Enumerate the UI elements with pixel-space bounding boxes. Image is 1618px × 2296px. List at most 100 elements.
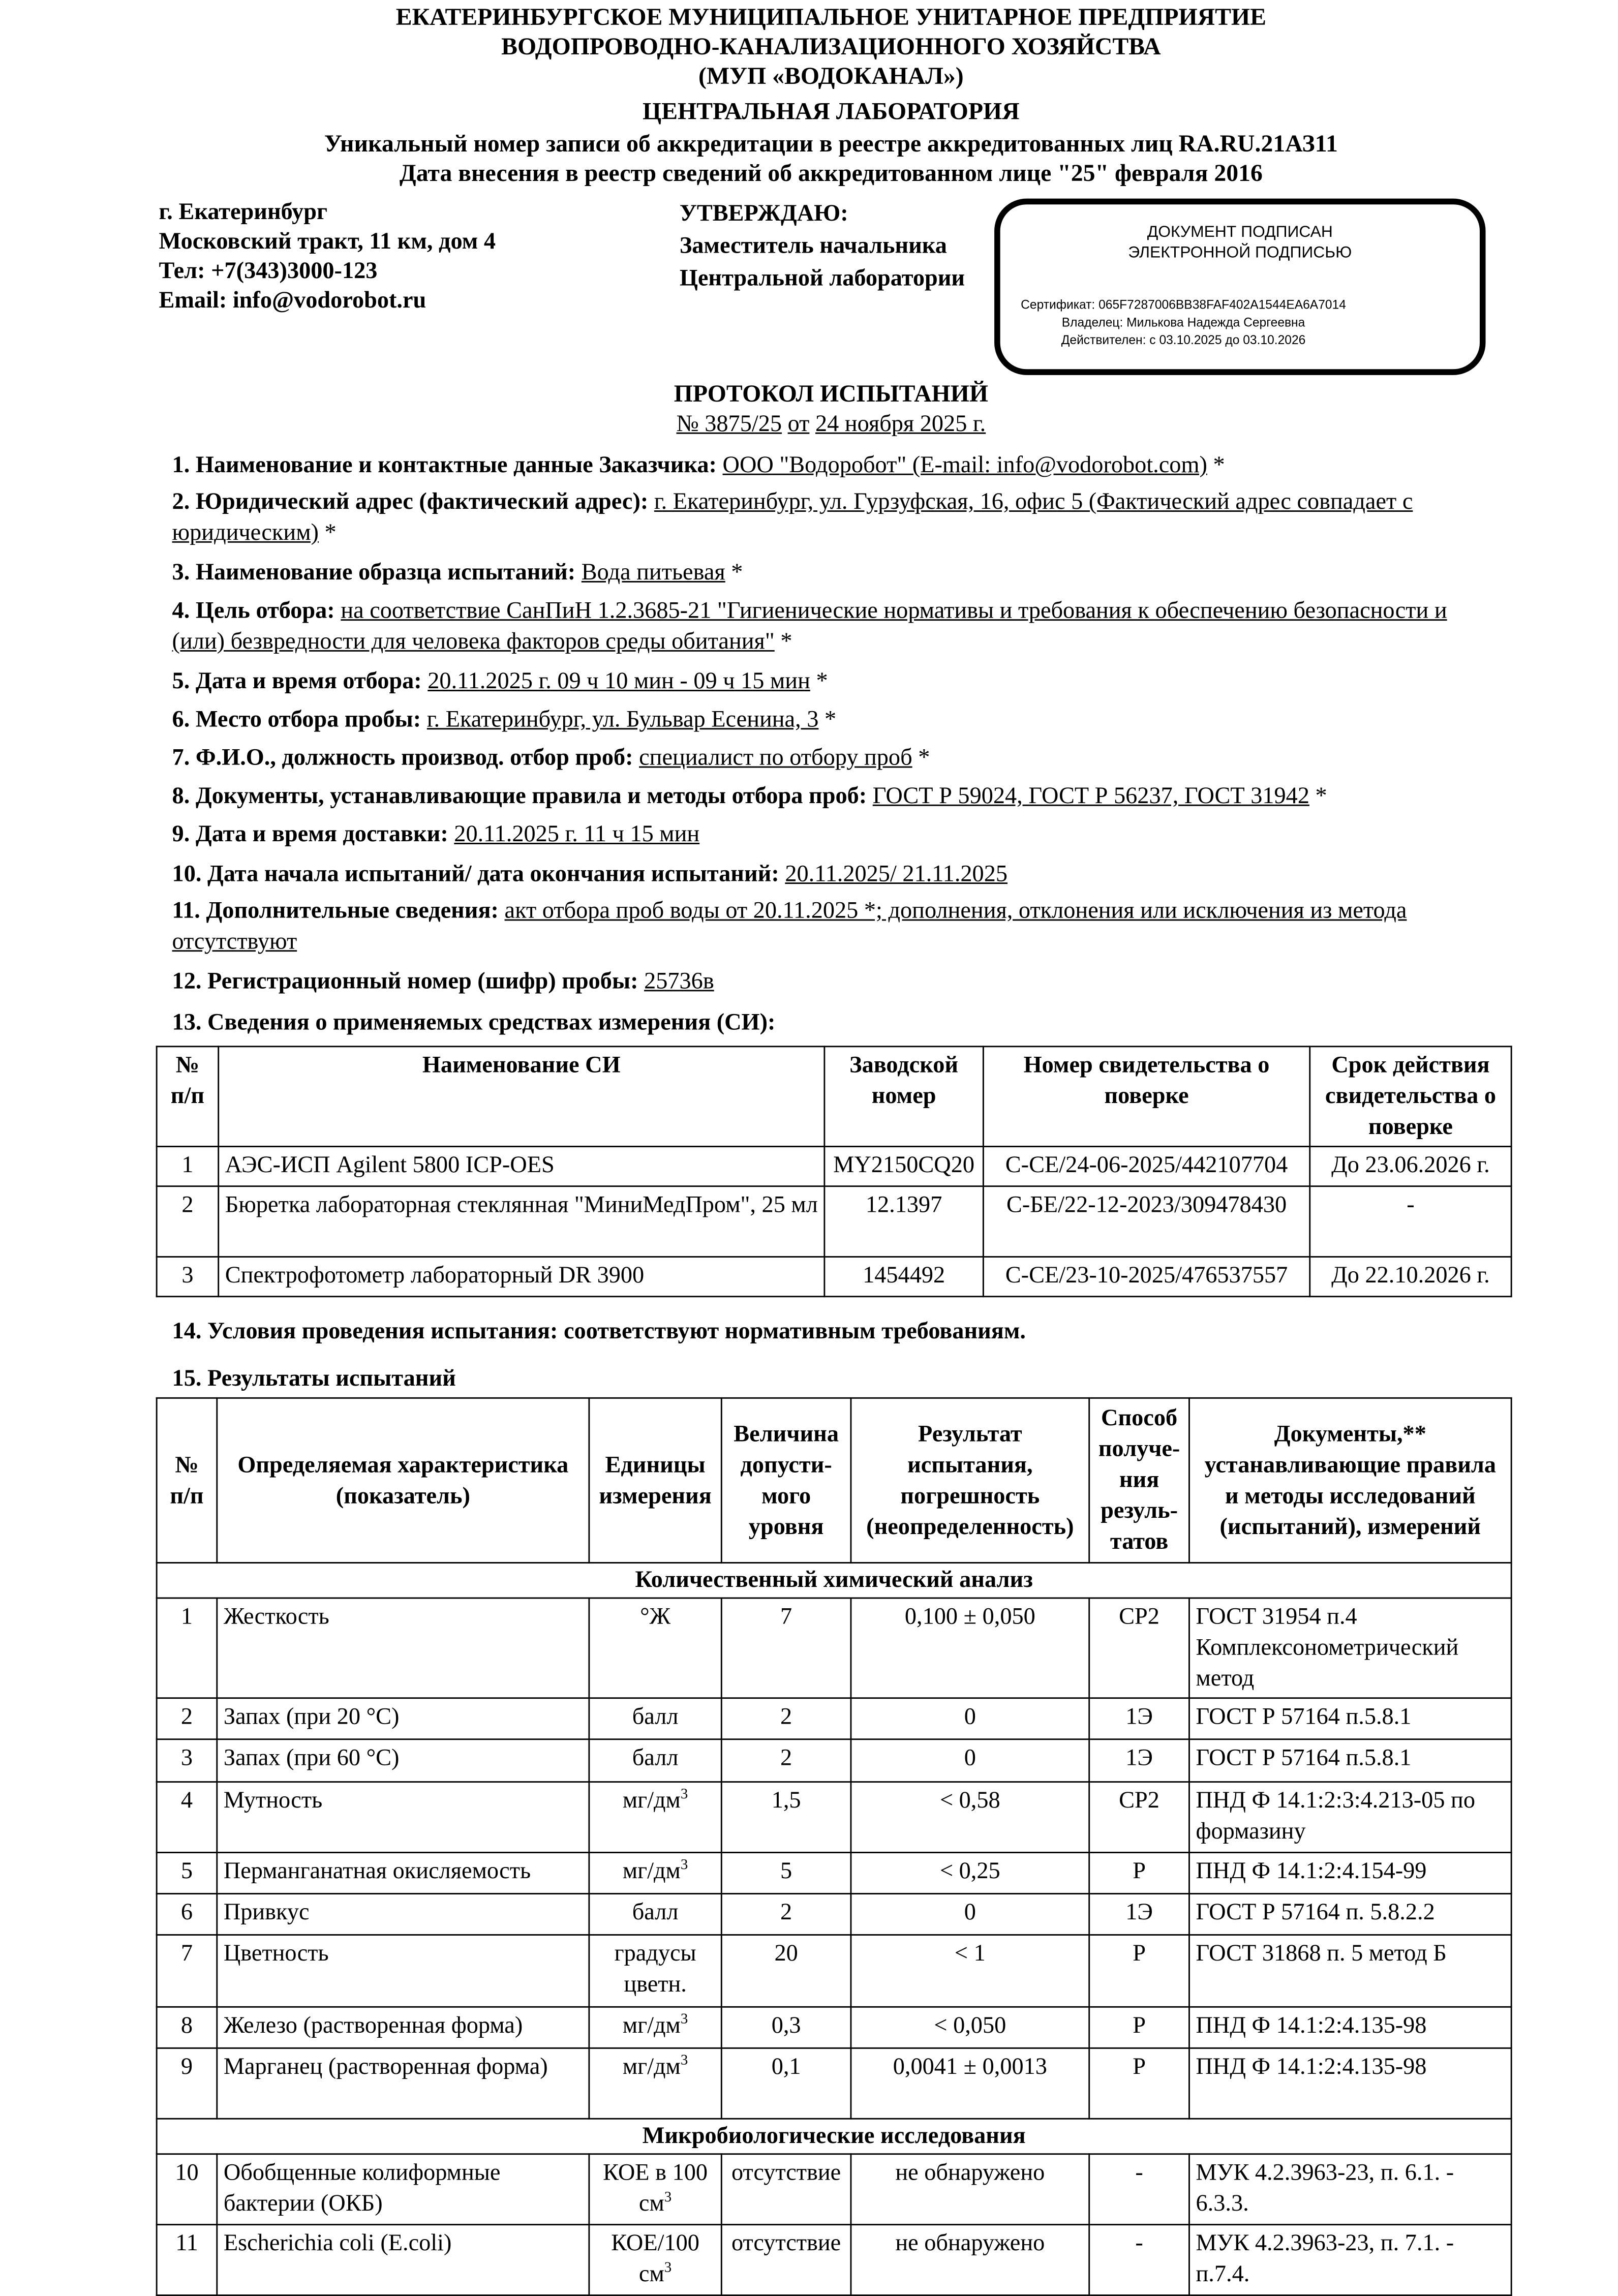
item-label: 4. Цель отбора: bbox=[172, 598, 335, 624]
method-type: Р bbox=[1088, 1934, 1190, 2008]
method-type: 1Э bbox=[1088, 1738, 1190, 1783]
method-document: ПНД Ф 14.1:2:4.135-98 bbox=[1188, 2047, 1512, 2120]
table-cell: С-БЕ/22-12-2023/309478430 bbox=[982, 1185, 1311, 1258]
characteristic: Марганец (растворенная форма) bbox=[216, 2047, 590, 2120]
item-suffix: * bbox=[912, 746, 930, 771]
characteristic: Escherichia coli (E.coli) bbox=[216, 2224, 590, 2296]
table-cell: АЭС-ИСП Agilent 5800 ICP-OES bbox=[218, 1146, 826, 1187]
row-number: 8 bbox=[156, 2006, 218, 2049]
table-row: 2 Запах (при 20 °С) балл 2 0 1Э ГОСТ Р 5… bbox=[156, 1697, 1512, 1740]
method-type: - bbox=[1088, 2224, 1190, 2296]
test-result: < 1 bbox=[850, 1934, 1090, 2008]
row-number: 9 bbox=[156, 2047, 218, 2120]
approve-title: УТВЕРЖДАЮ: bbox=[679, 201, 848, 227]
electronic-signature-stamp: ДОКУМЕНТ ПОДПИСАН ЭЛЕКТРОННОЙ ПОДПИСЬЮ Се… bbox=[994, 198, 1486, 375]
table-cell: Спектрофотометр лабораторный DR 3900 bbox=[218, 1256, 826, 1298]
table-row: 1 Жесткость °Ж 7 0,100 ± 0,050 СР2 ГОСТ … bbox=[156, 1597, 1512, 1699]
method-document: ГОСТ Р 57164 п. 5.8.2.2 bbox=[1188, 1893, 1512, 1936]
test-result: < 0,050 bbox=[850, 2006, 1090, 2049]
test-result: 0,0041 ± 0,0013 bbox=[850, 2047, 1090, 2120]
unit-text: КОЕ в 100 см bbox=[603, 2160, 708, 2217]
results-title: 15. Результаты испытаний bbox=[172, 1366, 456, 1392]
instruments-table: № п/п Наименование СИ Заводской номер Номер… bbox=[156, 1046, 1512, 1298]
item-suffix: * bbox=[1207, 453, 1225, 478]
section-row: Количественный химический анализ bbox=[156, 1562, 1512, 1599]
item-label: 9. Дата и время доставки: bbox=[172, 822, 448, 847]
item-label: 6. Место отбора пробы: bbox=[172, 707, 427, 733]
row-number: 7 bbox=[156, 1934, 218, 2008]
unit: °Ж bbox=[588, 1597, 722, 1699]
allowed-level: 20 bbox=[720, 1934, 852, 2008]
table-header-row: № п/п Определяемая характеристика (показа… bbox=[156, 1397, 1512, 1564]
allowed-level: 2 bbox=[720, 1697, 852, 1740]
column-header: Заводской номер bbox=[823, 1046, 984, 1148]
allowed-level: 7 bbox=[720, 1597, 852, 1699]
method-document: ГОСТ Р 57164 п.5.8.1 bbox=[1188, 1738, 1512, 1783]
table-cell: 1 bbox=[156, 1146, 220, 1187]
item-suffix: * bbox=[818, 707, 837, 733]
method-type: СР2 bbox=[1088, 1597, 1190, 1699]
address-city: г. Екатеринбург bbox=[159, 200, 327, 225]
signature-certificate: Сертификат: 065F7287006BB38FAF402A1544EA… bbox=[1021, 297, 1346, 312]
column-header: Номер свидетельства о поверке bbox=[982, 1046, 1311, 1148]
unit: мг/дм3 bbox=[588, 1852, 722, 1894]
unit-text: балл bbox=[632, 1704, 679, 1730]
header-line: (МУП «ВОДОКАНАЛ») bbox=[698, 62, 964, 90]
test-result: не обнаружено bbox=[850, 2153, 1090, 2226]
column-header: Срок действия свидетельства о поверке bbox=[1309, 1046, 1512, 1148]
characteristic: Цветность bbox=[216, 1934, 590, 2008]
table-row: 1 АЭС-ИСП Agilent 5800 ICP-OES MY2150CQ20 С… bbox=[156, 1146, 1512, 1187]
unit-text: балл bbox=[632, 1900, 679, 1925]
table-cell: До 22.10.2026 г. bbox=[1309, 1256, 1512, 1298]
item-label: 1. Наименование и контактные данные Зака… bbox=[172, 453, 717, 478]
table-row: 3 Запах (при 60 °С) балл 2 0 1Э ГОСТ Р 5… bbox=[156, 1738, 1512, 1783]
lab-address: г. Екатеринбург Московский тракт, 11 км,… bbox=[159, 199, 496, 316]
column-header: Способ получе-ния резуль-татов bbox=[1088, 1397, 1190, 1564]
item-value: г. Екатеринбург, ул. Гурзуфская, 16, офи… bbox=[172, 489, 1413, 546]
unit-text: мг/дм bbox=[622, 1788, 681, 1814]
item-label: 10. Дата начала испытаний/ дата окончани… bbox=[172, 862, 779, 887]
protocol-item: 12. Регистрационный номер (шифр) пробы: … bbox=[172, 966, 1496, 997]
method-type: 1Э bbox=[1088, 1893, 1190, 1936]
approval-block: УТВЕРЖДАЮ: Заместитель начальника Центра… bbox=[680, 199, 965, 296]
method-document: ПНД Ф 14.1:2:4.135-98 bbox=[1188, 2006, 1512, 2049]
address-email: Email: info@vodorobot.ru bbox=[159, 288, 426, 314]
method-document: ГОСТ 31954 п.4 Комплексонометрический ме… bbox=[1188, 1597, 1512, 1699]
table-cell: 12.1397 bbox=[823, 1185, 984, 1258]
item-label: 2. Юридический адрес (фактический адрес)… bbox=[172, 489, 649, 515]
unit: градусы цветн. bbox=[588, 1934, 722, 2008]
header-line: Уникальный номер записи об аккредитации … bbox=[324, 129, 1338, 158]
table-row: 3 Спектрофотометр лабораторный DR 3900 145… bbox=[156, 1256, 1512, 1298]
row-number: 4 bbox=[156, 1781, 218, 1853]
signature-title: ДОКУМЕНТ ПОДПИСАН bbox=[1147, 223, 1333, 241]
table-cell: С-СЕ/24-06-2025/442107704 bbox=[982, 1146, 1311, 1187]
characteristic: Жесткость bbox=[216, 1597, 590, 1699]
allowed-level: отсутствие bbox=[720, 2153, 852, 2226]
item-label: 13. Сведения о применяемых средствах изм… bbox=[172, 1010, 776, 1036]
unit: мг/дм3 bbox=[588, 2006, 722, 2049]
address-street: Московский тракт, 11 км, дом 4 bbox=[159, 229, 496, 255]
item-value: 20.11.2025 г. 11 ч 15 мин bbox=[454, 822, 700, 847]
unit-text: мг/дм bbox=[622, 2013, 681, 2039]
column-header: Определяемая характеристика (показатель) bbox=[216, 1397, 590, 1564]
row-number: 10 bbox=[156, 2153, 218, 2226]
table-cell: 3 bbox=[156, 1256, 220, 1298]
unit: балл bbox=[588, 1893, 722, 1936]
header-line: ЕКАТЕРИНБУРГСКОЕ МУНИЦИПАЛЬНОЕ УНИТАРНОЕ… bbox=[395, 3, 1266, 31]
method-type: 1Э bbox=[1088, 1697, 1190, 1740]
protocol-item: 11. Дополнительные сведения: акт отбора … bbox=[172, 896, 1496, 958]
characteristic: Запах (при 60 °С) bbox=[216, 1738, 590, 1783]
row-number: 11 bbox=[156, 2224, 218, 2296]
column-header: № п/п bbox=[156, 1397, 218, 1564]
row-number: 3 bbox=[156, 1738, 218, 1783]
characteristic: Перманганатная окисляемость bbox=[216, 1852, 590, 1894]
item-value: Вода питьевая bbox=[581, 560, 725, 586]
item-value: ГОСТ Р 59024, ГОСТ Р 56237, ГОСТ 31942 bbox=[872, 784, 1309, 809]
method-document: МУК 4.2.3963-23, п. 6.1. - 6.3.3. bbox=[1188, 2153, 1512, 2226]
section-row: Микробиологические исследования bbox=[156, 2118, 1512, 2155]
unit: мг/дм3 bbox=[588, 1781, 722, 1853]
unit-exponent: 3 bbox=[680, 2011, 688, 2028]
protocol-date: 24 ноября 2025 г. bbox=[815, 412, 986, 437]
item-label: 8. Документы, устанавливающие правила и … bbox=[172, 784, 873, 809]
protocol-item: 8. Документы, устанавливающие правила и … bbox=[172, 781, 1496, 812]
